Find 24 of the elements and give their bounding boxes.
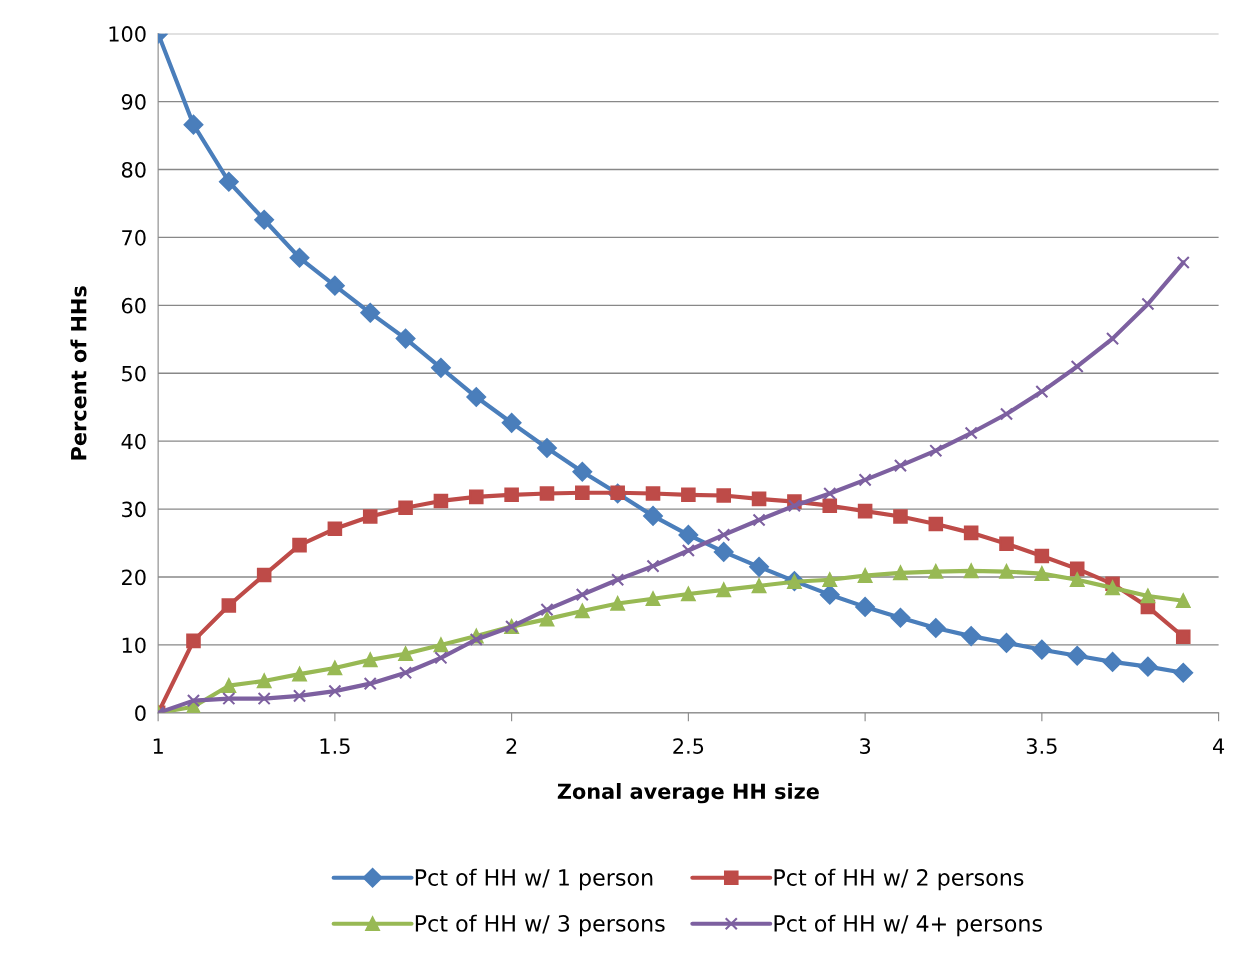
- y-tick-label: 10: [122, 637, 146, 654]
- y-tick-label: 50: [122, 365, 146, 382]
- legend-label: Pct of HH w/ 2 persons: [774, 868, 1024, 891]
- x-tick-label: 1: [153, 738, 163, 754]
- y-tick-label: 20: [122, 569, 146, 586]
- y-tick-label: 70: [122, 229, 146, 246]
- x-tick-label: 1.5: [320, 738, 350, 754]
- x-tick-label: 2.5: [673, 738, 704, 754]
- y-tick-label: 40: [121, 433, 146, 450]
- x-tick-label: 4: [1213, 738, 1225, 754]
- legend-label: Pct of HH w/ 3 persons: [415, 914, 665, 937]
- y-axis-title: Percent of HHs: [70, 286, 87, 460]
- x-axis-title: Zonal average HH size: [557, 783, 819, 804]
- y-tick-label: 60: [121, 297, 146, 314]
- y-tick-label: 80: [121, 161, 146, 178]
- x-tick-label: 3: [860, 738, 871, 754]
- y-tick-label: 90: [121, 94, 146, 110]
- legend-label: Pct of HH w/ 4+ persons: [774, 914, 1042, 937]
- legend-label: Pct of HH w/ 1 person: [415, 868, 653, 891]
- x-tick-label: 3.5: [1026, 738, 1057, 754]
- x-tick-label: 2: [506, 738, 517, 754]
- y-tick-label: 0: [135, 705, 146, 722]
- y-tick-label: 100: [109, 26, 146, 42]
- y-tick-label: 30: [122, 501, 146, 518]
